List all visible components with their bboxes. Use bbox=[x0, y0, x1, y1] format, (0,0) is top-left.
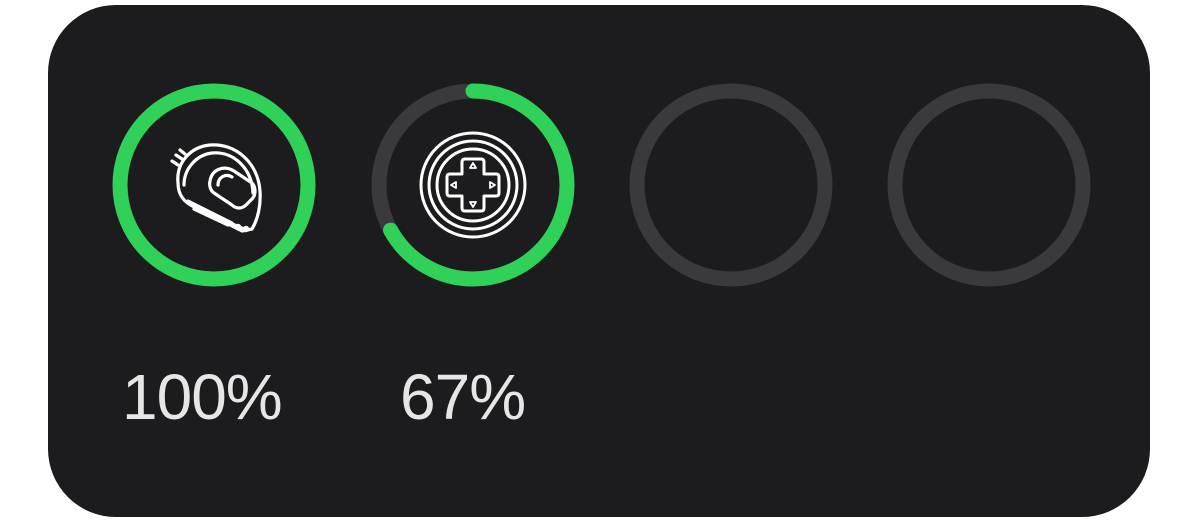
battery-ring-2-graphic bbox=[371, 83, 575, 287]
battery-percent-1: 100% bbox=[122, 361, 283, 433]
battery-ring-3-graphic bbox=[629, 83, 833, 287]
battery-widget: 100% 67% bbox=[48, 5, 1150, 517]
ring-progress bbox=[371, 83, 575, 287]
helmet-icon bbox=[170, 143, 262, 233]
battery-ring-4 bbox=[886, 82, 1092, 288]
battery-ring-1 bbox=[111, 82, 317, 288]
ring-track bbox=[887, 83, 1091, 287]
ring-track bbox=[629, 83, 833, 287]
battery-ring-1-graphic bbox=[112, 83, 316, 287]
battery-ring-3 bbox=[628, 82, 834, 288]
gamepad-icon bbox=[419, 131, 527, 239]
battery-ring-2 bbox=[370, 82, 576, 288]
ring-progress bbox=[112, 83, 316, 287]
battery-ring-4-graphic bbox=[887, 83, 1091, 287]
battery-percent-2: 67% bbox=[400, 361, 526, 433]
